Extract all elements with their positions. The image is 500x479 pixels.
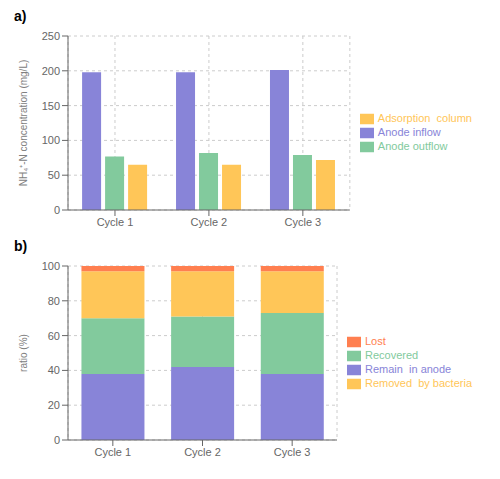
svg-text:ratio (%): ratio (%) [18,334,29,372]
html-text:Anode outflow: Anode outflow [377,140,448,152]
svg-text:50: 50 [48,169,60,181]
svg-text:Cycle 3: Cycle 3 [274,446,311,458]
svg-text:80: 80 [48,295,60,307]
svg-text:100: 100 [42,134,60,146]
svg-text:Cycle 1: Cycle 1 [94,446,131,458]
svg-text:250: 250 [42,30,60,42]
svg-text:0: 0 [54,434,60,446]
svg-text:0: 0 [54,204,60,216]
svg-text:NH₄⁺-N concentration (mg/L): NH₄⁺-N concentration (mg/L) [18,60,29,187]
html-text:Anode inflow: Anode inflow [377,126,441,138]
html-text:Adsorption column: Adsorption column [377,111,472,124]
svg-text:Cycle 2: Cycle 2 [184,446,221,458]
svg-text:60: 60 [48,330,60,342]
html-text:a): a) [14,8,27,24]
svg-text:20: 20 [48,399,60,411]
html-text:Lost: Lost [365,334,386,347]
html-text:Removed by bacteria: Removed by bacteria [365,377,472,390]
html-text:b): b) [14,238,28,254]
svg-text:Cycle 3: Cycle 3 [285,216,322,228]
html-text:Recovered: Recovered [365,348,419,361]
svg-text:Cycle 2: Cycle 2 [191,216,228,228]
svg-text:100: 100 [42,260,60,272]
svg-text:200: 200 [42,65,60,77]
svg-text:150: 150 [42,100,60,112]
svg-text:40: 40 [48,364,60,376]
svg-text:Cycle 1: Cycle 1 [97,216,134,228]
html-text:Remain in anode: Remain in anode [365,363,452,375]
